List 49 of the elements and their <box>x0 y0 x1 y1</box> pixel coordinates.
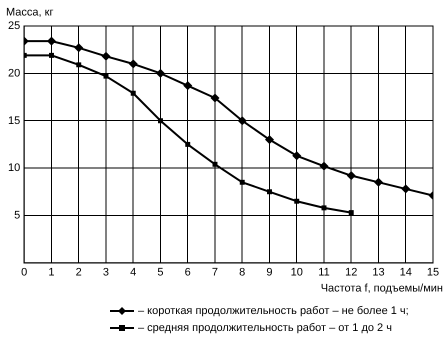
y-tick-label: 25 <box>8 20 20 32</box>
x-tick-label: 0 <box>21 266 28 278</box>
point <box>240 180 245 185</box>
point <box>158 118 163 124</box>
point <box>238 116 247 126</box>
point <box>319 162 328 171</box>
point <box>49 52 54 58</box>
x-tick-label: 13 <box>372 266 385 278</box>
y-tick-label: 10 <box>8 162 20 174</box>
legend-label: – короткая продолжительность работ – не более 1 ч; <box>138 304 409 316</box>
point <box>76 62 82 68</box>
y-axis-title: Масса, кг <box>6 6 54 19</box>
point <box>292 151 302 160</box>
point <box>346 171 356 180</box>
x-tick-label: 3 <box>102 266 110 278</box>
legend-label: – средняя продолжительность работ – от 1 до 2 ч <box>138 322 392 334</box>
point <box>185 142 190 147</box>
x-tick-label: 8 <box>239 266 246 278</box>
x-axis-title: Частота f, подъемы/мин <box>320 282 443 294</box>
point <box>348 210 354 216</box>
point <box>104 74 108 79</box>
y-tick-label: 15 <box>8 114 20 127</box>
point <box>212 162 218 167</box>
x-tick-label: 15 <box>426 266 440 278</box>
point <box>264 135 274 144</box>
x-tick-label: 2 <box>76 266 82 278</box>
point <box>210 93 220 102</box>
x-tick-label: 5 <box>157 266 164 278</box>
x-tick-label: 4 <box>130 266 136 278</box>
point <box>156 68 165 78</box>
point <box>74 43 84 52</box>
x-tick-label: 1 <box>48 266 55 278</box>
y-tick-label: 20 <box>8 67 20 80</box>
x-tick-label: 9 <box>266 266 273 278</box>
x-tick-label: 6 <box>184 266 191 278</box>
point <box>401 184 410 194</box>
point <box>322 205 326 210</box>
point <box>267 189 272 194</box>
point <box>101 52 110 61</box>
x-tick-label: 10 <box>290 266 303 278</box>
x-tick-label: 12 <box>345 266 358 278</box>
point <box>183 81 192 90</box>
point <box>374 178 383 187</box>
point <box>46 36 56 46</box>
y-tick-label: 5 <box>14 209 20 222</box>
x-tick-label: 11 <box>318 266 330 278</box>
x-tick-label: 7 <box>212 266 218 278</box>
point <box>128 59 138 68</box>
x-tick-label: 14 <box>400 266 412 278</box>
